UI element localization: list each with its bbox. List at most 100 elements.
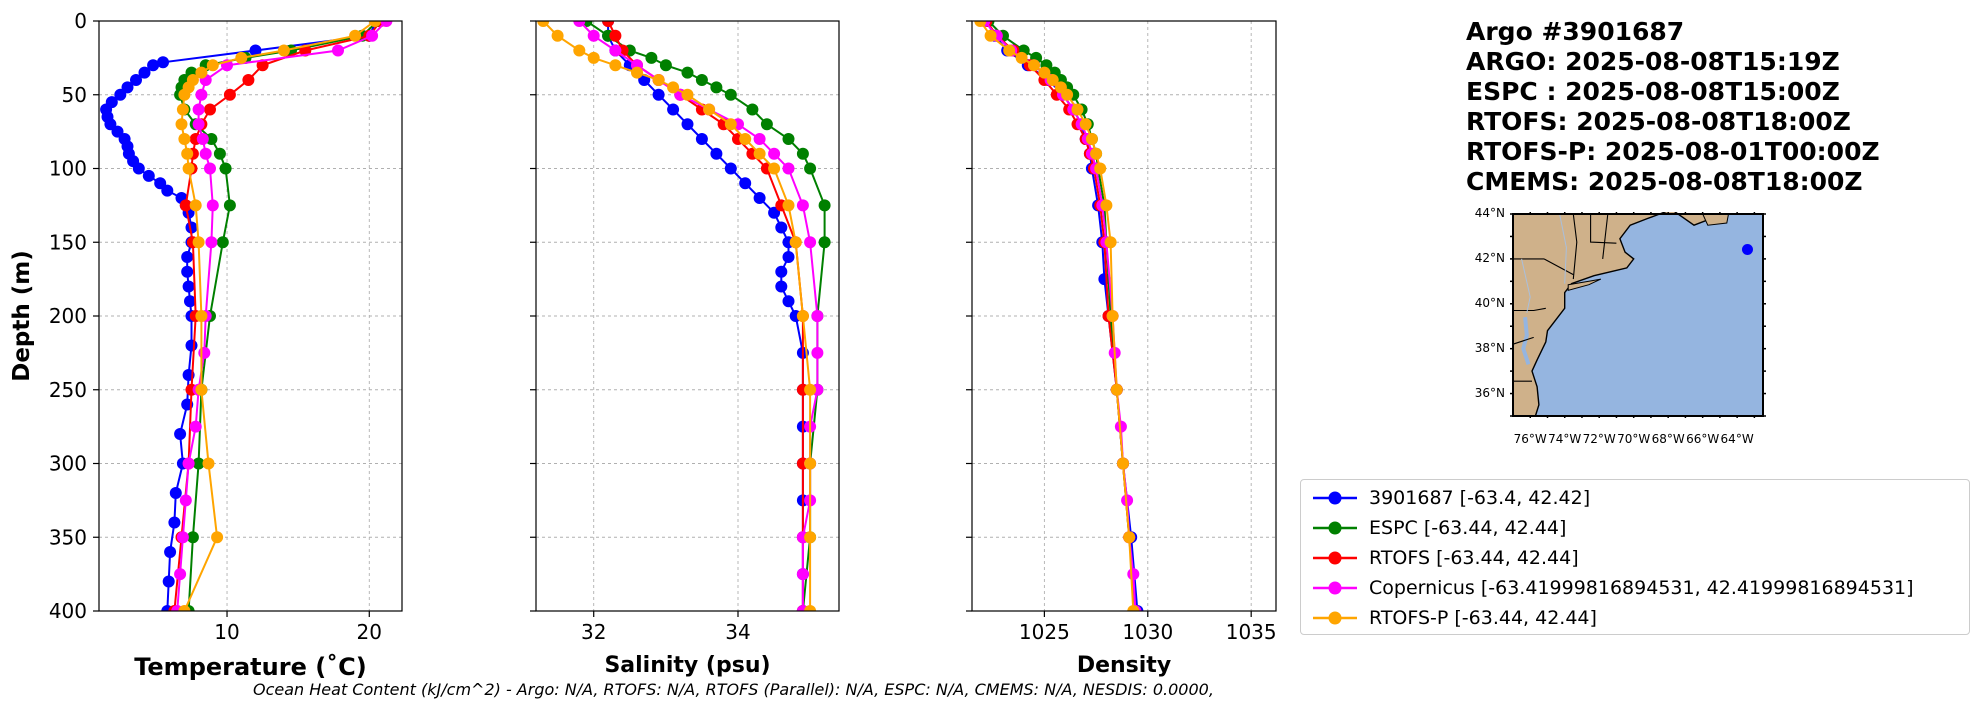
salinity-xtick-label: 32 [581, 620, 606, 644]
salinity-series-3901687-point [775, 280, 788, 293]
density-series-rtofs-p-point [1015, 51, 1028, 64]
legend: 3901687 [-63.4, 42.42] ESPC [-63.44, 42.… [1300, 479, 1970, 635]
density-series-rtofs-p-point [1110, 383, 1123, 396]
salinity-series-copernicus-point [811, 346, 824, 359]
salinity-series-copernicus-point [753, 133, 766, 145]
salinity-series-espc-point [804, 162, 817, 175]
legend-marker-copernicus [1313, 581, 1357, 595]
salinity-series-rtofs-p-point [804, 605, 817, 611]
salinity-series-rtofs-p-point [587, 51, 600, 64]
title-rtofs-time: RTOFS: 2025-08-08T18:00Z [1466, 107, 1851, 136]
density-series-rtofs-p-point [1038, 66, 1051, 79]
salinity-panel: 32 34 Salinity (psu) [530, 20, 840, 678]
temperature-series-rtofs-p-point [202, 457, 215, 470]
salinity-series-espc-point [659, 59, 672, 72]
temperature-series-3901687-point [174, 428, 187, 440]
temperature-series-rtofs-p-point [195, 383, 208, 396]
temperature-series-rtofs-p-point [349, 29, 362, 42]
temperature-series-espc-point [186, 531, 199, 544]
legend-marker-rtofs-p [1313, 611, 1357, 625]
title-espc-time: ESPC : 2025-08-08T15:00Z [1466, 77, 1840, 106]
temperature-xtick-label: 10 [214, 620, 239, 644]
salinity-series-3901687-point [667, 103, 680, 116]
temperature-series-3901687-point [169, 487, 182, 499]
salinity-series-rtofs-p-point [551, 29, 564, 42]
temperature-series-rtofs-p-point [182, 162, 195, 175]
map-state-border [1512, 336, 1534, 345]
temperature-series-copernicus-point [206, 199, 219, 212]
density-series-rtofs-p-point [984, 29, 997, 42]
temperature-series-rtofs-p-point [369, 21, 381, 27]
salinity-series-3901687-point [753, 192, 766, 204]
salinity-series-group [537, 21, 831, 611]
temperature-series-3901687-point [185, 339, 198, 352]
salinity-series-rtofs-p-point [573, 44, 586, 57]
temperature-series-rtofs-p-point [189, 199, 202, 212]
temperature-panel: 0 50 100 150 200 250 300 350 400 10 20 Temperature … [9, 9, 403, 681]
map-lon-label: 74°W [1548, 432, 1582, 446]
salinity-series-espc-point [760, 118, 773, 131]
density-series-rtofs-p-point [1117, 457, 1129, 470]
title-argo-id: Argo #3901687 [1466, 17, 1685, 46]
salinity-series-espc-point [710, 81, 723, 94]
temperature-ytick-label: 200 [49, 304, 87, 328]
map-chesapeake [1521, 317, 1531, 366]
temperature-series-copernicus-point [366, 29, 379, 42]
salinity-series-3901687-point [681, 118, 694, 131]
map-lon-label: 70°W [1617, 432, 1651, 446]
salinity-series-rtofs-p-point [739, 133, 752, 145]
temperature-series-3901687-point [121, 81, 134, 94]
temperature-series-3901687-point [161, 184, 174, 197]
temperature-series-copernicus-point [205, 236, 218, 249]
legend-item-espc: ESPC [-63.44, 42.44] [1311, 513, 1566, 543]
map-lon-label: 72°W [1582, 432, 1616, 446]
salinity-series-3901687-point [782, 295, 795, 308]
density-xlabel: Density [1077, 653, 1171, 678]
salinity-series-copernicus-point [782, 162, 795, 175]
temperature-series-rtofs-p-point [277, 44, 290, 57]
map-river [1559, 213, 1567, 284]
salinity-series-espc-point [818, 199, 831, 212]
temperature-series-copernicus-point [198, 346, 211, 359]
temperature-series-rtofs-line [173, 21, 382, 611]
temperature-series-rtofs-p-point [175, 118, 188, 131]
temperature-series-3901687-point [184, 295, 196, 308]
density-series-rtofs-p-point [1071, 103, 1084, 116]
salinity-series-espc-point [782, 133, 795, 145]
density-series-rtofs-p-point [1079, 118, 1092, 131]
map-land [1512, 212, 1713, 417]
salinity-series-copernicus-point [796, 199, 809, 212]
temperature-ytick-label: 50 [62, 83, 87, 107]
density-series-rtofs-p-point [1046, 74, 1059, 86]
map-lon-label: 68°W [1651, 432, 1685, 446]
temperature-series-rtofs-point [223, 88, 236, 101]
salinity-series-3901687-point [768, 206, 781, 219]
map-lat-label: 44°N [1474, 206, 1505, 220]
temperature-series-espc-point [205, 133, 218, 145]
salinity-series-espc-point [746, 103, 759, 116]
temperature-series-rtofs-point [204, 103, 216, 116]
temperature-series-3901687-point [181, 265, 194, 278]
temperature-series-rtofs-p-point [176, 103, 189, 116]
salinity-series-copernicus-point [811, 310, 824, 322]
legend-item-copernicus: Copernicus [-63.41999816894531, 42.41999… [1311, 573, 1914, 603]
temperature-ytick-label: 100 [49, 157, 87, 181]
temperature-series-3901687-point [168, 516, 181, 529]
density-series-rtofs-p-point [1100, 199, 1113, 212]
temperature-ytick-label: 250 [49, 378, 87, 402]
density-series-rtofs-p-point [1123, 531, 1136, 544]
temperature-series-copernicus-point [192, 118, 205, 131]
map-state-border [1590, 214, 1617, 244]
salinity-series-3901687-point [652, 88, 665, 101]
temperature-ylabel: Depth (m) [9, 250, 35, 382]
legend-label-argo: 3901687 [-63.4, 42.42] [1369, 487, 1591, 509]
density-series-rtofs-p-point [1094, 162, 1107, 175]
salinity-series-rtofs-point [602, 21, 615, 27]
temperature-series-3901687-point [162, 575, 175, 588]
map-state-border [1572, 213, 1578, 280]
temperature-series-rtofs-p-point [181, 147, 194, 160]
salinity-series-espc-point [818, 236, 831, 249]
density-xtick-label: 1035 [1226, 620, 1277, 644]
temperature-series-3901687-point [157, 56, 169, 69]
legend-label-rtofs: RTOFS [-63.44, 42.44] [1369, 547, 1579, 569]
